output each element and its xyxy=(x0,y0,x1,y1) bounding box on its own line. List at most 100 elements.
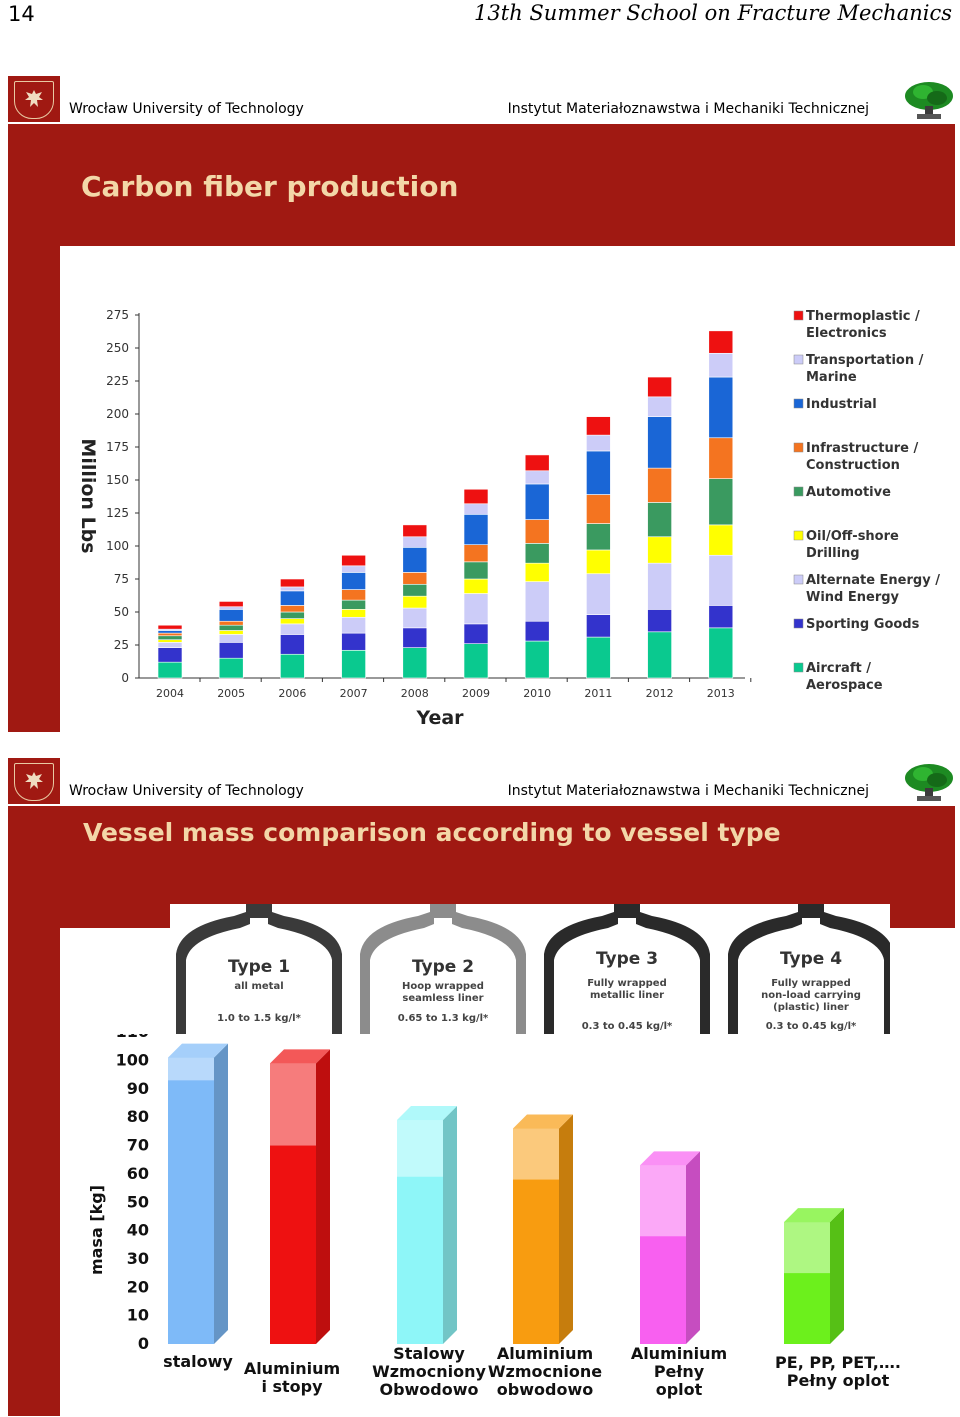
carbon-fiber-chart: 0 25 50 75 100 125 150 175 200 225 250 275 2004 2005 2… xyxy=(77,308,940,729)
bar-side xyxy=(686,1151,700,1344)
bar-segment xyxy=(524,470,550,485)
slide-left-band xyxy=(8,124,60,732)
vessel-interior xyxy=(186,918,332,1034)
legend-swatch xyxy=(793,530,804,541)
y-tick-label: 30 xyxy=(127,1249,149,1268)
vessel-interior xyxy=(554,918,700,1034)
bar-segment xyxy=(218,630,244,635)
y-tick-label: 175 xyxy=(106,440,129,454)
category-label: Pełny xyxy=(654,1362,705,1381)
bar-segment xyxy=(708,605,734,629)
bar-segment xyxy=(647,631,672,679)
bar-segment xyxy=(524,581,550,622)
bar-segment xyxy=(463,623,489,644)
bar-segment xyxy=(157,630,183,634)
bar-segment xyxy=(218,601,244,608)
bar-segment xyxy=(218,609,244,622)
vessel-illustration: Type 1 all metal 1.0 to 1.5 kg/l* xyxy=(176,904,342,1034)
category-label: Stalowy xyxy=(393,1344,465,1363)
y-tick-label: 90 xyxy=(127,1079,149,1098)
x-tick-label: 2005 xyxy=(217,687,245,700)
bar-segment xyxy=(647,562,672,610)
legend-label: Aircraft / xyxy=(806,661,871,676)
y-axis-label: Million Lbs xyxy=(77,438,99,553)
bar-segment xyxy=(463,643,489,679)
category-label: Aluminium xyxy=(497,1344,593,1363)
x-axis-label: Year xyxy=(415,707,464,729)
bar-segment xyxy=(708,376,734,439)
vessel-interior xyxy=(370,918,516,1034)
category-label: obwodowo xyxy=(497,1380,593,1399)
bar-segment xyxy=(341,632,366,651)
legend-label: Aerospace xyxy=(806,678,883,693)
bar-top xyxy=(270,1049,330,1064)
y-tick-label: 25 xyxy=(114,638,129,652)
slide-left-band xyxy=(8,806,60,1416)
bar-segment xyxy=(708,554,734,606)
y-tick-label: 0 xyxy=(121,671,129,685)
bar-top xyxy=(784,1208,844,1223)
bar-segment xyxy=(586,450,611,495)
bar-segment xyxy=(157,639,183,643)
slide-header-bar: Wrocław University of Technology Instytu… xyxy=(8,758,955,806)
bar-highlight xyxy=(640,1165,686,1237)
bar-segment xyxy=(708,437,734,479)
legend-label: Wind Energy xyxy=(806,590,900,605)
bar-segment xyxy=(280,634,305,655)
bar-segment xyxy=(341,589,366,601)
legend-label: Infrastructure / xyxy=(806,441,918,456)
slide-title: Carbon fiber production xyxy=(81,170,459,203)
bar-segment xyxy=(157,647,183,663)
vessel-type-name: Type 2 xyxy=(412,957,474,977)
bar-segment xyxy=(280,611,305,619)
vessel-mass-chart: 0 10 20 30 40 50 60 70 80 90 100 110 masa [kg] stalow… xyxy=(87,1034,901,1399)
category-label: Pełny oplot xyxy=(787,1371,890,1390)
bar-segment xyxy=(341,572,366,590)
bar-segment xyxy=(218,634,244,643)
university-logo xyxy=(8,758,60,804)
bar-segment xyxy=(280,618,305,625)
y-tick-label: 70 xyxy=(127,1136,149,1155)
vessel-interior xyxy=(738,918,884,1034)
legend-label: Industrial xyxy=(806,397,877,412)
legend-swatch xyxy=(793,310,804,321)
category-label: Wzmocniony xyxy=(372,1362,486,1381)
crest-icon xyxy=(14,763,54,801)
legend-label: Alternate Energy / xyxy=(806,573,940,588)
bar-segment xyxy=(157,635,183,641)
bar-segment xyxy=(586,434,611,452)
vessel-type-desc: Hoop wrapped xyxy=(402,981,484,992)
y-tick-label: 100 xyxy=(106,539,129,553)
legend-swatch xyxy=(793,486,804,497)
bar-segment xyxy=(280,586,305,592)
bar-segment xyxy=(647,536,672,564)
category-label: Aluminium xyxy=(631,1344,727,1363)
legend-label: Construction xyxy=(806,458,900,473)
bar-segment xyxy=(586,573,611,615)
y-tick-label: 275 xyxy=(106,308,129,322)
bar-segment xyxy=(708,478,734,526)
legend-swatch xyxy=(793,574,804,585)
x-tick-label: 2004 xyxy=(156,687,184,700)
bar-segment xyxy=(463,544,489,563)
bar-segment xyxy=(218,620,244,626)
eagle-icon xyxy=(25,90,43,107)
mass-bar xyxy=(168,1043,228,1344)
bar-segment xyxy=(463,514,489,545)
y-tick-label: 150 xyxy=(106,473,129,487)
legend-label: Sporting Goods xyxy=(806,617,920,632)
category-label: Obwodowo xyxy=(379,1380,478,1399)
bar-top xyxy=(397,1106,457,1121)
bar-top xyxy=(513,1114,573,1129)
bar-segment xyxy=(524,620,550,642)
bar-highlight xyxy=(168,1057,214,1081)
vessel-type-name: Type 1 xyxy=(228,957,290,977)
mass-bar xyxy=(513,1114,573,1344)
x-tick-label: 2012 xyxy=(646,687,674,700)
bar-segment xyxy=(524,483,550,520)
bar-segment xyxy=(586,549,611,575)
bar-segment xyxy=(647,467,672,503)
bar-segment xyxy=(647,376,672,398)
legend-label: Automotive xyxy=(806,485,891,500)
